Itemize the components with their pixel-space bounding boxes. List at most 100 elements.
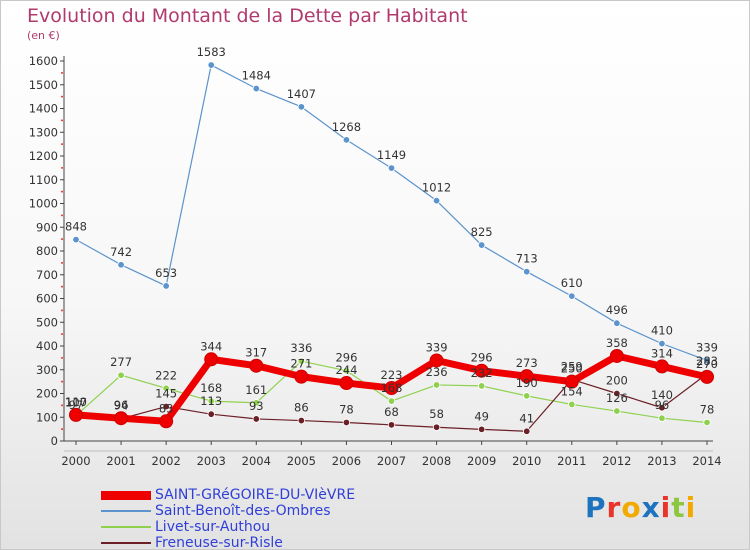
data-label: 339 bbox=[696, 340, 718, 354]
legend-swatch bbox=[101, 490, 151, 500]
data-label: 68 bbox=[384, 405, 399, 419]
y-minor-tick bbox=[61, 95, 63, 98]
data-label: 277 bbox=[110, 355, 132, 369]
y-minor-tick bbox=[61, 356, 63, 359]
data-point bbox=[114, 411, 129, 426]
x-tick-label: 2008 bbox=[422, 454, 451, 468]
data-label: 236 bbox=[426, 365, 448, 379]
data-point bbox=[207, 397, 215, 405]
y-minor-tick bbox=[61, 285, 63, 288]
data-point bbox=[613, 319, 621, 327]
legend-swatch bbox=[101, 526, 151, 528]
data-point bbox=[72, 235, 80, 244]
legend-label: Saint-Benoît-des-Ombres bbox=[155, 503, 331, 519]
data-label: 96 bbox=[655, 398, 670, 412]
data-label: 296 bbox=[471, 351, 493, 365]
data-label: 1583 bbox=[197, 45, 226, 59]
data-point bbox=[117, 261, 125, 269]
proxiti-logo: Proxiti bbox=[585, 491, 696, 524]
x-tick-label: 2014 bbox=[692, 454, 721, 468]
data-label: 825 bbox=[471, 225, 493, 239]
data-point bbox=[654, 359, 669, 374]
data-point bbox=[159, 414, 174, 429]
legend-label: SAINT-GRéGOIRE-DU-VIèVRE bbox=[155, 487, 356, 503]
data-point bbox=[387, 421, 396, 429]
data-label: 93 bbox=[249, 399, 264, 413]
data-label: 168 bbox=[381, 381, 403, 395]
data-label: 244 bbox=[335, 363, 357, 377]
data-label: 848 bbox=[65, 220, 87, 234]
x-tick-label: 2006 bbox=[332, 454, 361, 468]
data-point bbox=[658, 414, 666, 422]
data-label: 259 bbox=[561, 359, 583, 373]
data-point bbox=[249, 358, 264, 373]
data-point bbox=[703, 418, 711, 427]
data-label: 86 bbox=[294, 401, 309, 415]
y-minor-tick bbox=[61, 214, 63, 217]
data-label: 270 bbox=[696, 357, 718, 371]
logo-letter: i bbox=[685, 491, 697, 524]
data-point bbox=[252, 415, 260, 423]
data-point bbox=[297, 357, 306, 365]
data-point bbox=[700, 369, 714, 384]
data-label: 1268 bbox=[332, 120, 361, 134]
data-point bbox=[474, 363, 489, 378]
data-label: 344 bbox=[200, 339, 222, 353]
y-minor-tick bbox=[61, 238, 63, 241]
x-tick-label: 2009 bbox=[467, 454, 496, 468]
data-label: 58 bbox=[429, 407, 444, 421]
series-group bbox=[69, 348, 714, 429]
x-tick-label: 2005 bbox=[287, 454, 316, 468]
data-point bbox=[252, 399, 260, 407]
logo-letter: P bbox=[585, 491, 607, 524]
data-point bbox=[294, 369, 309, 384]
series-group bbox=[72, 370, 711, 435]
data-label: 358 bbox=[606, 336, 628, 350]
y-tick-label: 0 bbox=[51, 434, 58, 448]
y-tick-label: 1000 bbox=[29, 197, 58, 211]
data-label: 161 bbox=[245, 383, 267, 397]
data-point bbox=[117, 371, 125, 379]
data-point bbox=[69, 407, 83, 422]
data-point bbox=[387, 397, 396, 405]
data-label: 283 bbox=[696, 354, 718, 368]
data-point bbox=[384, 381, 399, 396]
data-label: 97 bbox=[69, 398, 84, 412]
data-point bbox=[387, 164, 396, 172]
series-group bbox=[72, 61, 711, 365]
y-tick-label: 500 bbox=[36, 315, 58, 329]
logo-letter: x bbox=[641, 491, 661, 524]
data-point bbox=[477, 382, 486, 390]
data-point bbox=[523, 427, 531, 435]
legend-swatch bbox=[101, 542, 151, 544]
data-label: 713 bbox=[516, 252, 538, 266]
data-point bbox=[207, 61, 215, 69]
y-minor-tick bbox=[61, 428, 63, 431]
x-tick-label: 2012 bbox=[602, 454, 631, 468]
x-tick-label: 2007 bbox=[377, 454, 406, 468]
x-tick-label: 2003 bbox=[197, 454, 226, 468]
data-label: 145 bbox=[155, 387, 177, 401]
data-point bbox=[432, 196, 441, 205]
data-label: 273 bbox=[516, 356, 538, 370]
y-tick-label: 600 bbox=[36, 292, 58, 306]
data-point bbox=[162, 282, 170, 290]
logo-letter: r bbox=[606, 491, 622, 524]
data-label: 496 bbox=[606, 303, 628, 317]
legend-label: Freneuse-sur-Risle bbox=[155, 535, 283, 550]
data-label: 250 bbox=[561, 362, 583, 376]
logo-letter: i bbox=[660, 491, 672, 524]
data-label: 653 bbox=[155, 266, 177, 280]
data-label: 126 bbox=[606, 391, 628, 405]
data-point bbox=[523, 392, 531, 400]
y-tick-label: 100 bbox=[36, 410, 58, 424]
data-point bbox=[207, 410, 215, 418]
y-minor-tick bbox=[61, 143, 63, 146]
y-tick-label: 300 bbox=[36, 363, 58, 377]
data-point bbox=[564, 374, 579, 389]
data-point bbox=[252, 84, 260, 93]
y-minor-tick bbox=[61, 261, 63, 264]
y-tick-label: 900 bbox=[36, 220, 58, 234]
chart-unit: (en €) bbox=[27, 29, 60, 42]
